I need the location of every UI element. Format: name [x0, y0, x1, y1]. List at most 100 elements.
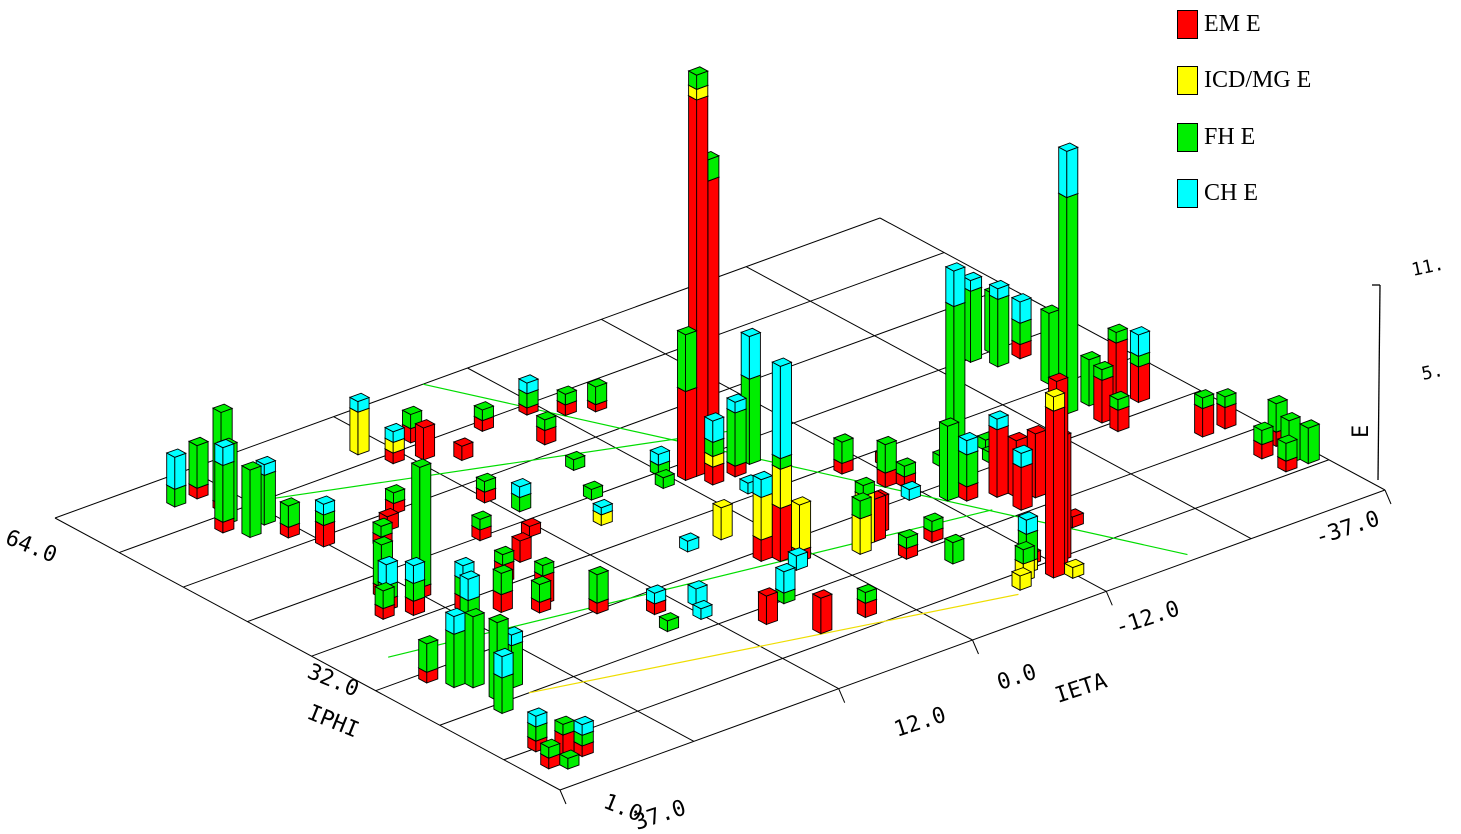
- tower-segment-fh: [553, 715, 576, 725]
- tower-segment-em: [1026, 425, 1048, 435]
- tower: [470, 510, 493, 542]
- x-tick-label: 12.0: [891, 703, 949, 743]
- tower: [678, 532, 700, 553]
- tower: [592, 498, 614, 527]
- tower: [492, 564, 514, 614]
- tower-segment-em: [677, 386, 686, 482]
- tower-segment-em: [757, 587, 779, 597]
- tower-segment-fh: [418, 638, 428, 674]
- tower: [875, 435, 898, 489]
- tower-segment-fh: [938, 417, 960, 427]
- tower-segment-em: [771, 503, 781, 563]
- tower-segment-em: [1047, 372, 1069, 382]
- tower-segment-ch: [725, 393, 748, 403]
- tower-segment-fh: [501, 673, 514, 715]
- tower-segment-icd: [791, 500, 800, 552]
- tower-segment-icd: [790, 496, 812, 506]
- tower-segment-icd: [859, 514, 872, 555]
- tower-segment-em: [1129, 361, 1139, 404]
- tower: [851, 492, 873, 556]
- tower: [314, 495, 336, 548]
- tower-segment-fh: [748, 374, 761, 466]
- tower-segment-fh: [997, 294, 1010, 368]
- tower-segment-ch: [1017, 511, 1039, 521]
- tower-segment-fh: [240, 461, 263, 471]
- tower: [475, 472, 497, 504]
- tower-segment-ch: [1129, 326, 1151, 336]
- tower: [897, 529, 919, 560]
- tower-segment-em: [1202, 403, 1215, 438]
- tower: [586, 378, 608, 413]
- tower: [383, 422, 406, 465]
- tower-segment-ch: [691, 599, 714, 610]
- tower-segment-em: [423, 423, 436, 461]
- tower-segment-ch: [255, 455, 277, 466]
- tower-segment-fh: [588, 569, 598, 604]
- tower: [510, 478, 532, 513]
- tower-segment-em: [452, 437, 474, 447]
- tower-segment-ch: [703, 412, 725, 422]
- x-tick-label: 0.0: [994, 660, 1040, 696]
- highlight-line: [263, 429, 734, 501]
- x-tick: [1384, 489, 1392, 505]
- tower-segment-em: [685, 386, 698, 482]
- tower-segment-fh: [1298, 419, 1321, 429]
- tower-segment-ch: [444, 607, 467, 618]
- tower: [1129, 326, 1151, 404]
- x-tick: [1105, 591, 1113, 606]
- tower-segment-fh: [947, 421, 960, 502]
- tower-segment-ch: [1058, 146, 1068, 199]
- tower: [645, 584, 667, 616]
- z-tick-label: 11.: [1410, 254, 1446, 281]
- tower-segment-fh: [734, 408, 747, 467]
- legend-label: EM E: [1204, 10, 1261, 37]
- tower: [922, 512, 945, 544]
- tower: [384, 484, 406, 515]
- tower: [452, 437, 474, 462]
- tower: [832, 433, 855, 475]
- y-axis-title: IPHI: [304, 700, 362, 743]
- tower-segment-fh: [685, 330, 698, 393]
- tower-segment-ch: [573, 715, 595, 726]
- tower-segment-fh: [401, 405, 423, 415]
- tower-segment-ch: [592, 498, 614, 509]
- legend-label: ICD/MG E: [1204, 66, 1312, 93]
- tower-segment-em: [873, 494, 886, 543]
- legend-swatch: [1177, 65, 1198, 95]
- tower-segment-fh: [279, 497, 301, 507]
- tower-segment-icd: [1063, 558, 1085, 569]
- tower-segment-ch: [740, 331, 750, 380]
- tower: [1010, 567, 1033, 591]
- tower-segment-em: [510, 532, 533, 542]
- tower-segment-fh: [884, 440, 897, 474]
- tower-segment-fh: [241, 464, 251, 539]
- y-tick-label: 32.0: [304, 659, 362, 702]
- tower-segment-ch: [510, 478, 532, 488]
- tower-segment-fh: [214, 460, 224, 524]
- tower-segment-icd: [851, 513, 861, 556]
- grid-line: [745, 266, 1252, 540]
- tower-segment-fh: [582, 480, 604, 490]
- tower-segment-ch: [166, 452, 176, 491]
- tower-segment-fh: [970, 286, 983, 363]
- x-axis-title: IETA: [1052, 669, 1110, 709]
- tower: [1011, 444, 1034, 511]
- tower-segment-fh: [676, 326, 698, 336]
- tower-segment-icd: [1044, 388, 1066, 398]
- tower: [535, 411, 558, 446]
- tower-segment-ch: [944, 262, 966, 272]
- tower: [691, 599, 714, 621]
- legend-item-em: EM E: [1177, 8, 1261, 40]
- tower-segment-ch: [404, 556, 426, 567]
- tower-segment-ch: [953, 266, 966, 308]
- tower: [725, 393, 748, 478]
- grid-line: [439, 424, 1265, 726]
- tower-segment-fh: [1080, 354, 1090, 407]
- x-tick: [559, 789, 567, 805]
- tower: [938, 417, 960, 502]
- tower-segment-ch: [492, 647, 515, 658]
- tower-segment-em: [1137, 362, 1151, 404]
- tower-segment-fh: [1079, 351, 1102, 361]
- tower-segment-em: [1194, 403, 1204, 438]
- tower-segment-fh: [1215, 388, 1238, 398]
